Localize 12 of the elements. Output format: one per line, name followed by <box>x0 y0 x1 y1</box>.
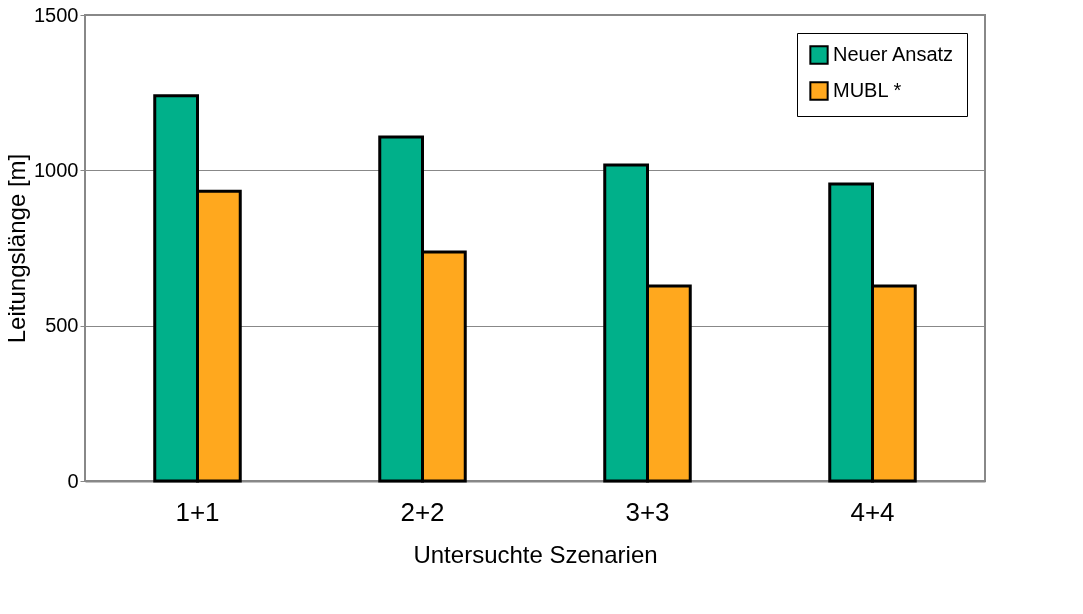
legend-label: MUBL * <box>833 79 902 101</box>
legend-label: Neuer Ansatz <box>833 43 954 65</box>
y-axis-title: Leitungslänge [m] <box>3 153 31 344</box>
y-tick-label: 500 <box>45 314 79 337</box>
y-tick-label: 1000 <box>34 158 79 181</box>
y-tick-label: 1500 <box>34 3 79 26</box>
x-tick-label: 1+1 <box>175 496 220 527</box>
x-tick-label: 3+3 <box>625 496 670 527</box>
x-tick-label: 2+2 <box>400 496 445 527</box>
x-axis-title: Untersuchte Szenarien <box>413 540 658 568</box>
y-tick-label: 0 <box>67 469 79 492</box>
x-tick-label: 4+4 <box>850 496 895 527</box>
